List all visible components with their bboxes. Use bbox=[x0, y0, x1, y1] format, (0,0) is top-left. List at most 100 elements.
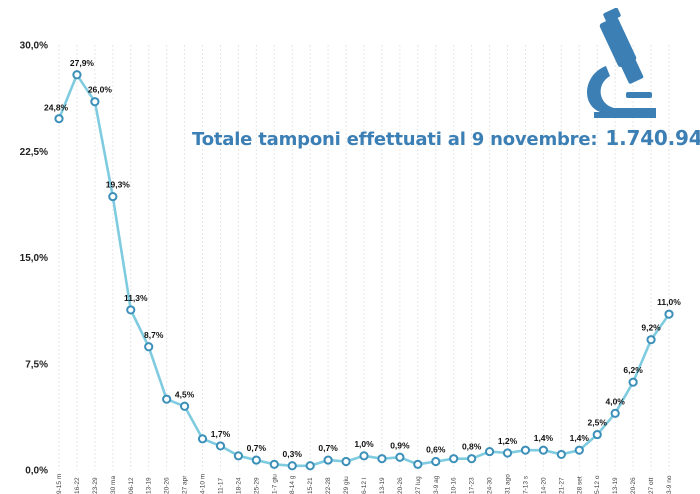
x-tick-label: 14-20 bbox=[540, 477, 547, 494]
data-point bbox=[431, 456, 441, 467]
x-tick-label: 17-23 bbox=[469, 477, 476, 494]
x-tick-label: 29 giu bbox=[343, 476, 350, 494]
data-label: 4,0% bbox=[605, 396, 625, 406]
data-label: 0,7% bbox=[318, 443, 338, 453]
data-label: 1,7% bbox=[211, 429, 231, 439]
x-tick-label: 7-13 s bbox=[522, 475, 529, 494]
data-point bbox=[449, 454, 459, 464]
data-point bbox=[251, 455, 261, 465]
x-tick-label: 22-28 bbox=[325, 477, 332, 494]
data-point bbox=[287, 461, 297, 471]
x-tick-label: 8-14 g bbox=[289, 475, 296, 494]
data-label: 0,9% bbox=[390, 440, 410, 450]
data-label: 0,8% bbox=[462, 442, 482, 452]
x-tick-label: 15-21 bbox=[307, 477, 314, 494]
data-point bbox=[502, 448, 513, 458]
x-tick-label: 27 apr bbox=[182, 475, 189, 494]
data-point bbox=[377, 454, 387, 464]
data-point bbox=[664, 309, 674, 319]
data-point bbox=[162, 394, 172, 404]
x-tick-label: 06-12 bbox=[128, 477, 135, 494]
x-tick-label: 4-10 m bbox=[200, 474, 207, 494]
data-point bbox=[520, 445, 531, 455]
data-label: 9,2% bbox=[641, 323, 661, 333]
data-label: 2,5% bbox=[588, 418, 608, 428]
data-point bbox=[215, 441, 226, 451]
x-tick-label: 10-16 bbox=[451, 477, 458, 494]
y-tick-label: 22,5% bbox=[20, 147, 48, 158]
data-point bbox=[305, 461, 315, 471]
x-tick-label: 1-7 giu bbox=[271, 474, 278, 494]
data-label: 4,5% bbox=[175, 389, 195, 399]
x-tick-label: 27 ott bbox=[648, 478, 655, 494]
data-point bbox=[538, 445, 549, 455]
data-point bbox=[395, 452, 405, 462]
data-label: 19,3% bbox=[106, 180, 131, 190]
x-tick-label: 20-26 bbox=[397, 477, 404, 494]
x-tick-label: 13-19 bbox=[379, 477, 386, 494]
x-tick-label: 5-12 o bbox=[594, 475, 601, 494]
data-label: 0,7% bbox=[247, 443, 267, 453]
x-tick-label: 23-29 bbox=[92, 477, 99, 494]
x-tick-label: 30 ma bbox=[110, 476, 117, 494]
data-point bbox=[233, 451, 244, 461]
x-tick-label: 13-19 bbox=[612, 477, 619, 494]
data-label: 8,7% bbox=[144, 330, 164, 340]
total-tests-caption: Totale tamponi effettuati al 9 novembre:… bbox=[192, 126, 700, 150]
data-point bbox=[90, 97, 100, 107]
data-point bbox=[484, 446, 495, 457]
data-label: 0,3% bbox=[283, 449, 303, 459]
total-tests-value: 1.740.948 bbox=[605, 126, 700, 150]
data-point bbox=[197, 434, 208, 444]
x-tick-label: 18-24 bbox=[235, 477, 242, 494]
x-tick-label: 9-15 m bbox=[56, 474, 63, 494]
data-label: 0,6% bbox=[426, 445, 446, 455]
data-point bbox=[413, 459, 423, 469]
x-tick-label: 28 set bbox=[576, 476, 583, 494]
data-label: 1,4% bbox=[570, 433, 590, 443]
data-point bbox=[108, 191, 118, 202]
data-label: 26,0% bbox=[88, 85, 113, 95]
x-tick-label: 13-19 bbox=[146, 477, 153, 494]
data-point bbox=[54, 114, 64, 124]
data-point bbox=[144, 342, 154, 352]
data-point bbox=[269, 459, 279, 469]
data-point bbox=[610, 408, 620, 418]
x-tick-label: 11-17 bbox=[217, 477, 224, 494]
data-point bbox=[628, 377, 638, 387]
data-label: 1,2% bbox=[498, 436, 518, 446]
data-label: 24,8% bbox=[44, 103, 69, 113]
data-point bbox=[72, 70, 82, 80]
y-tick-label: 7,5% bbox=[25, 359, 48, 370]
data-point bbox=[323, 455, 333, 465]
x-tick-label: 6-12 l bbox=[361, 477, 368, 494]
x-tick-label: 3-9 no bbox=[666, 475, 673, 494]
data-label: 11,0% bbox=[657, 297, 681, 307]
data-point bbox=[574, 445, 584, 455]
x-tick-label: 24-30 bbox=[487, 477, 494, 494]
data-point bbox=[126, 305, 136, 315]
data-label: 6,2% bbox=[623, 365, 643, 375]
y-tick-label: 30,0% bbox=[20, 41, 48, 52]
data-point bbox=[359, 451, 369, 461]
data-point bbox=[179, 401, 190, 411]
data-label: 1,0% bbox=[354, 439, 374, 449]
x-tick-label: 21-27 bbox=[558, 477, 565, 494]
caption-text: Totale tamponi effettuati al 9 novembre: bbox=[192, 129, 598, 150]
data-point bbox=[556, 449, 566, 460]
x-tick-label: 20-26 bbox=[164, 477, 171, 494]
x-tick-label: 27 lug bbox=[415, 476, 422, 494]
data-label: 1,4% bbox=[534, 433, 554, 443]
microscope-icon bbox=[578, 7, 660, 124]
data-label: 27,9% bbox=[70, 58, 95, 68]
x-tick-label: 20-26 bbox=[630, 477, 637, 494]
x-tick-label: 16-22 bbox=[74, 477, 81, 494]
data-point bbox=[341, 456, 351, 467]
data-point bbox=[592, 429, 602, 440]
x-tick-label: 25-29 bbox=[253, 477, 260, 494]
y-tick-label: 15,0% bbox=[20, 253, 48, 264]
x-tick-label: 3-9 ag bbox=[433, 475, 440, 494]
x-tick-label: 31 ago bbox=[505, 474, 512, 494]
data-label: 11,3% bbox=[124, 293, 148, 303]
